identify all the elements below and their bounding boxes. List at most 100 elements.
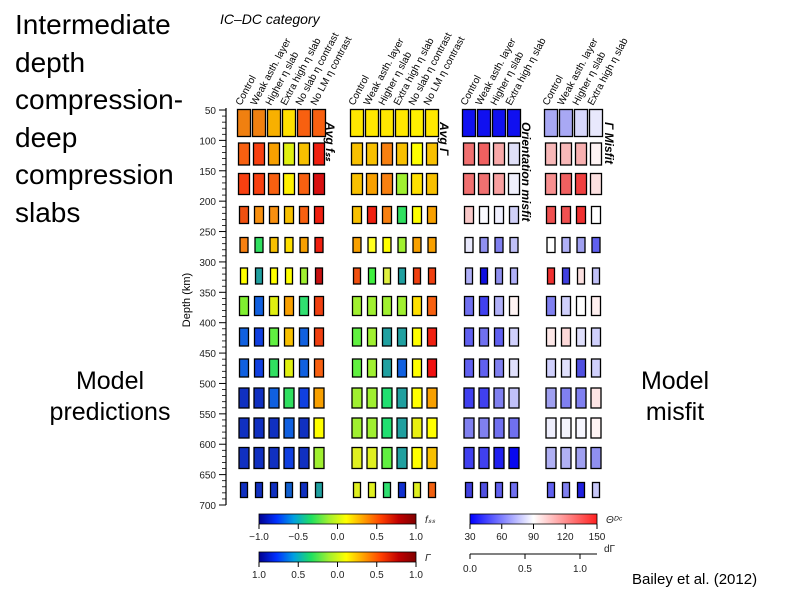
colorbar-tick-label: −0.5 — [288, 532, 308, 543]
heatmap-cell — [561, 267, 571, 285]
heatmap-cell — [239, 267, 249, 285]
title-line: compression — [15, 159, 174, 190]
heatmap-cell — [509, 267, 519, 285]
heatmap-cell — [412, 267, 422, 285]
heatmap-cell — [381, 446, 393, 470]
heatmap-cell — [297, 172, 311, 196]
heatmap-cell — [395, 142, 409, 166]
heatmap-cell — [478, 417, 490, 439]
heatmap-cell — [493, 327, 505, 347]
heatmap-cell — [268, 327, 280, 347]
heatmap-cell — [396, 358, 408, 378]
heatmap-cell — [425, 142, 439, 166]
heatmap-cell — [508, 387, 520, 409]
heatmap-cell — [253, 358, 265, 378]
heatmap-cell — [509, 481, 519, 499]
caption-line: misfit — [645, 398, 705, 426]
heatmap-cell — [426, 295, 438, 317]
heatmap-cell — [283, 205, 295, 225]
title-line: depth — [15, 46, 86, 78]
heatmap-cell — [351, 358, 363, 378]
heatmap-cell — [379, 108, 395, 138]
y-tick-label: 100 — [199, 136, 216, 147]
heatmap-cell — [367, 267, 377, 285]
heatmap-cell — [426, 417, 438, 439]
heatmap-cell — [575, 417, 587, 439]
heatmap-cell — [491, 108, 507, 138]
heatmap-cell — [477, 142, 491, 166]
heatmap-cell — [298, 446, 310, 470]
heatmap-cell — [412, 481, 422, 499]
heatmap-cell — [238, 295, 250, 317]
caption-line: predictions — [49, 398, 171, 426]
heatmap-cell — [425, 172, 439, 196]
heatmap-cell — [253, 205, 265, 225]
y-tick-label: 200 — [199, 197, 216, 208]
heatmap-cell — [396, 205, 408, 225]
colorbar-tick-label: 0.5 — [370, 532, 384, 543]
heatmap-cell — [397, 267, 407, 285]
heatmap-cell — [494, 481, 504, 499]
heatmap-cell — [238, 417, 250, 439]
colorbar — [469, 513, 598, 525]
heatmap-cell — [477, 172, 491, 196]
heatmap-cell — [237, 172, 251, 196]
heatmap-cell — [410, 172, 424, 196]
heatmap-cell — [591, 481, 601, 499]
heatmap-cell — [351, 295, 363, 317]
heatmap-cell — [380, 172, 394, 196]
heatmap-cell — [545, 417, 557, 439]
heatmap-cell — [478, 205, 490, 225]
heatmap-cell — [268, 387, 280, 409]
heatmap-cell — [545, 205, 557, 225]
heatmap-cell — [238, 205, 250, 225]
heatmap-cell — [352, 236, 362, 254]
heatmap-cell — [283, 417, 295, 439]
heatmap-cell — [545, 358, 557, 378]
heatmap-cell — [238, 358, 250, 378]
heatmap-cell — [576, 267, 586, 285]
y-tick-label: 350 — [199, 288, 216, 299]
heatmap-cell — [313, 327, 325, 347]
heatmap-cell — [478, 446, 490, 470]
colorbar-tick-label: −1.0 — [249, 532, 269, 543]
heatmap-cell — [492, 172, 506, 196]
y-tick-label: 150 — [199, 167, 216, 178]
dgamma-label: dΓ — [604, 544, 616, 555]
y-tick-label: 700 — [199, 501, 216, 512]
heatmap-cell — [298, 205, 310, 225]
heatmap-cell — [461, 108, 477, 138]
heatmap-cell — [507, 142, 521, 166]
heatmap-cell — [478, 327, 490, 347]
heatmap-cell — [396, 295, 408, 317]
y-tick-label: 500 — [199, 379, 216, 390]
y-tick-label: 600 — [199, 440, 216, 451]
heatmap-cell — [253, 417, 265, 439]
colorbar-tick-label: 1.0 — [409, 570, 423, 581]
panel-side-label: Orientation misfit — [519, 122, 533, 222]
heatmap-cell — [590, 417, 602, 439]
colorbar-tick-label: 60 — [496, 532, 508, 543]
heatmap-cell — [282, 172, 296, 196]
heatmap-cell — [314, 267, 324, 285]
heatmap-cell — [559, 142, 573, 166]
heatmap-cell — [267, 142, 281, 166]
heatmap-cell — [508, 446, 520, 470]
heatmap-cell — [590, 205, 602, 225]
heatmap-cell — [284, 481, 294, 499]
heatmap-cell — [479, 481, 489, 499]
slide-title: Intermediate depth compression- deep com… — [15, 6, 183, 231]
heatmap-cell — [299, 267, 309, 285]
heatmap-cell — [493, 205, 505, 225]
heatmap-cell — [396, 387, 408, 409]
heatmap-cell — [268, 446, 280, 470]
heatmap-cell — [268, 417, 280, 439]
heatmap-cell — [411, 205, 423, 225]
heatmap-cell — [409, 108, 425, 138]
heatmap-cell — [284, 267, 294, 285]
heatmap-cell — [283, 327, 295, 347]
heatmap-cell — [558, 108, 574, 138]
heatmap-cell — [299, 481, 309, 499]
